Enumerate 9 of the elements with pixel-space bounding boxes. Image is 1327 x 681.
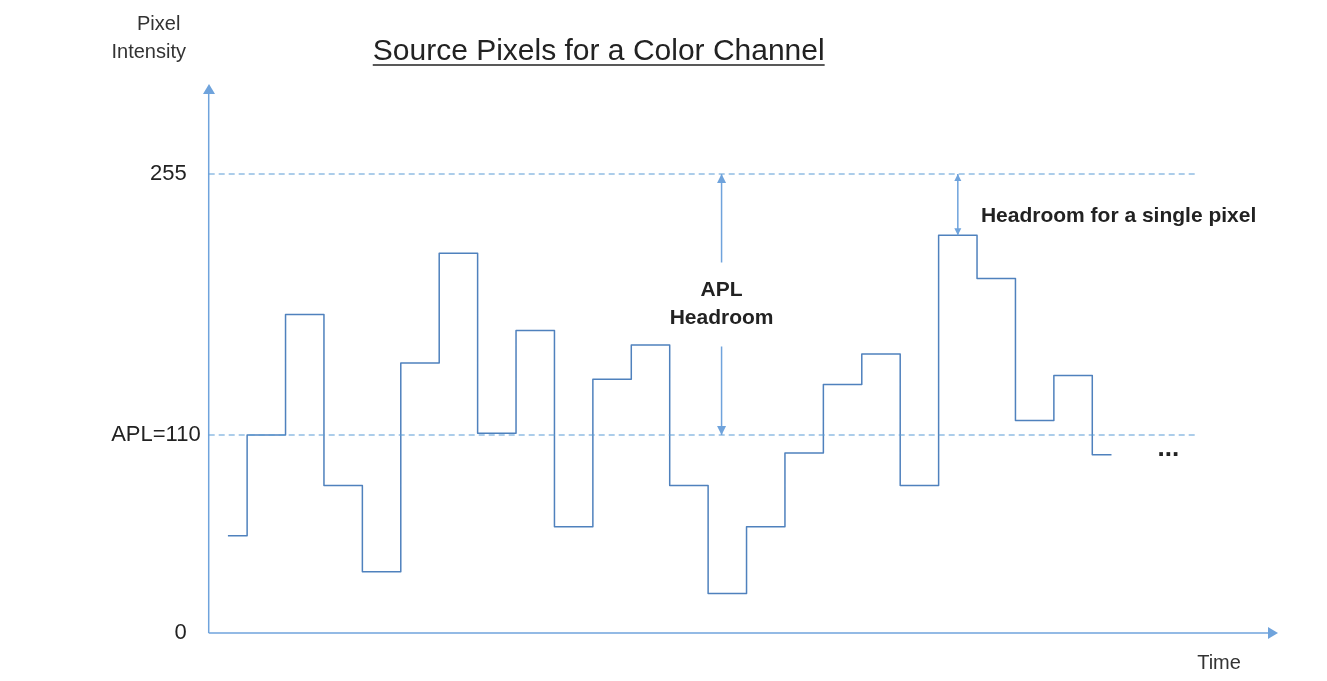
ref-line-label: APL=110 [111, 421, 201, 447]
y-axis-title: Pixel Intensity [111, 12, 186, 62]
x-axis-title: Time [1197, 651, 1241, 673]
annotation: APL Headroom [669, 277, 774, 329]
annotation: Headroom for a single pixel [980, 203, 1257, 227]
y-tick-label: 0 [174, 619, 187, 645]
text: ... [1157, 431, 1180, 462]
y-tick-label: 255 [149, 160, 187, 186]
chart-title: Source Pixels for a Color Channel [372, 33, 825, 66]
